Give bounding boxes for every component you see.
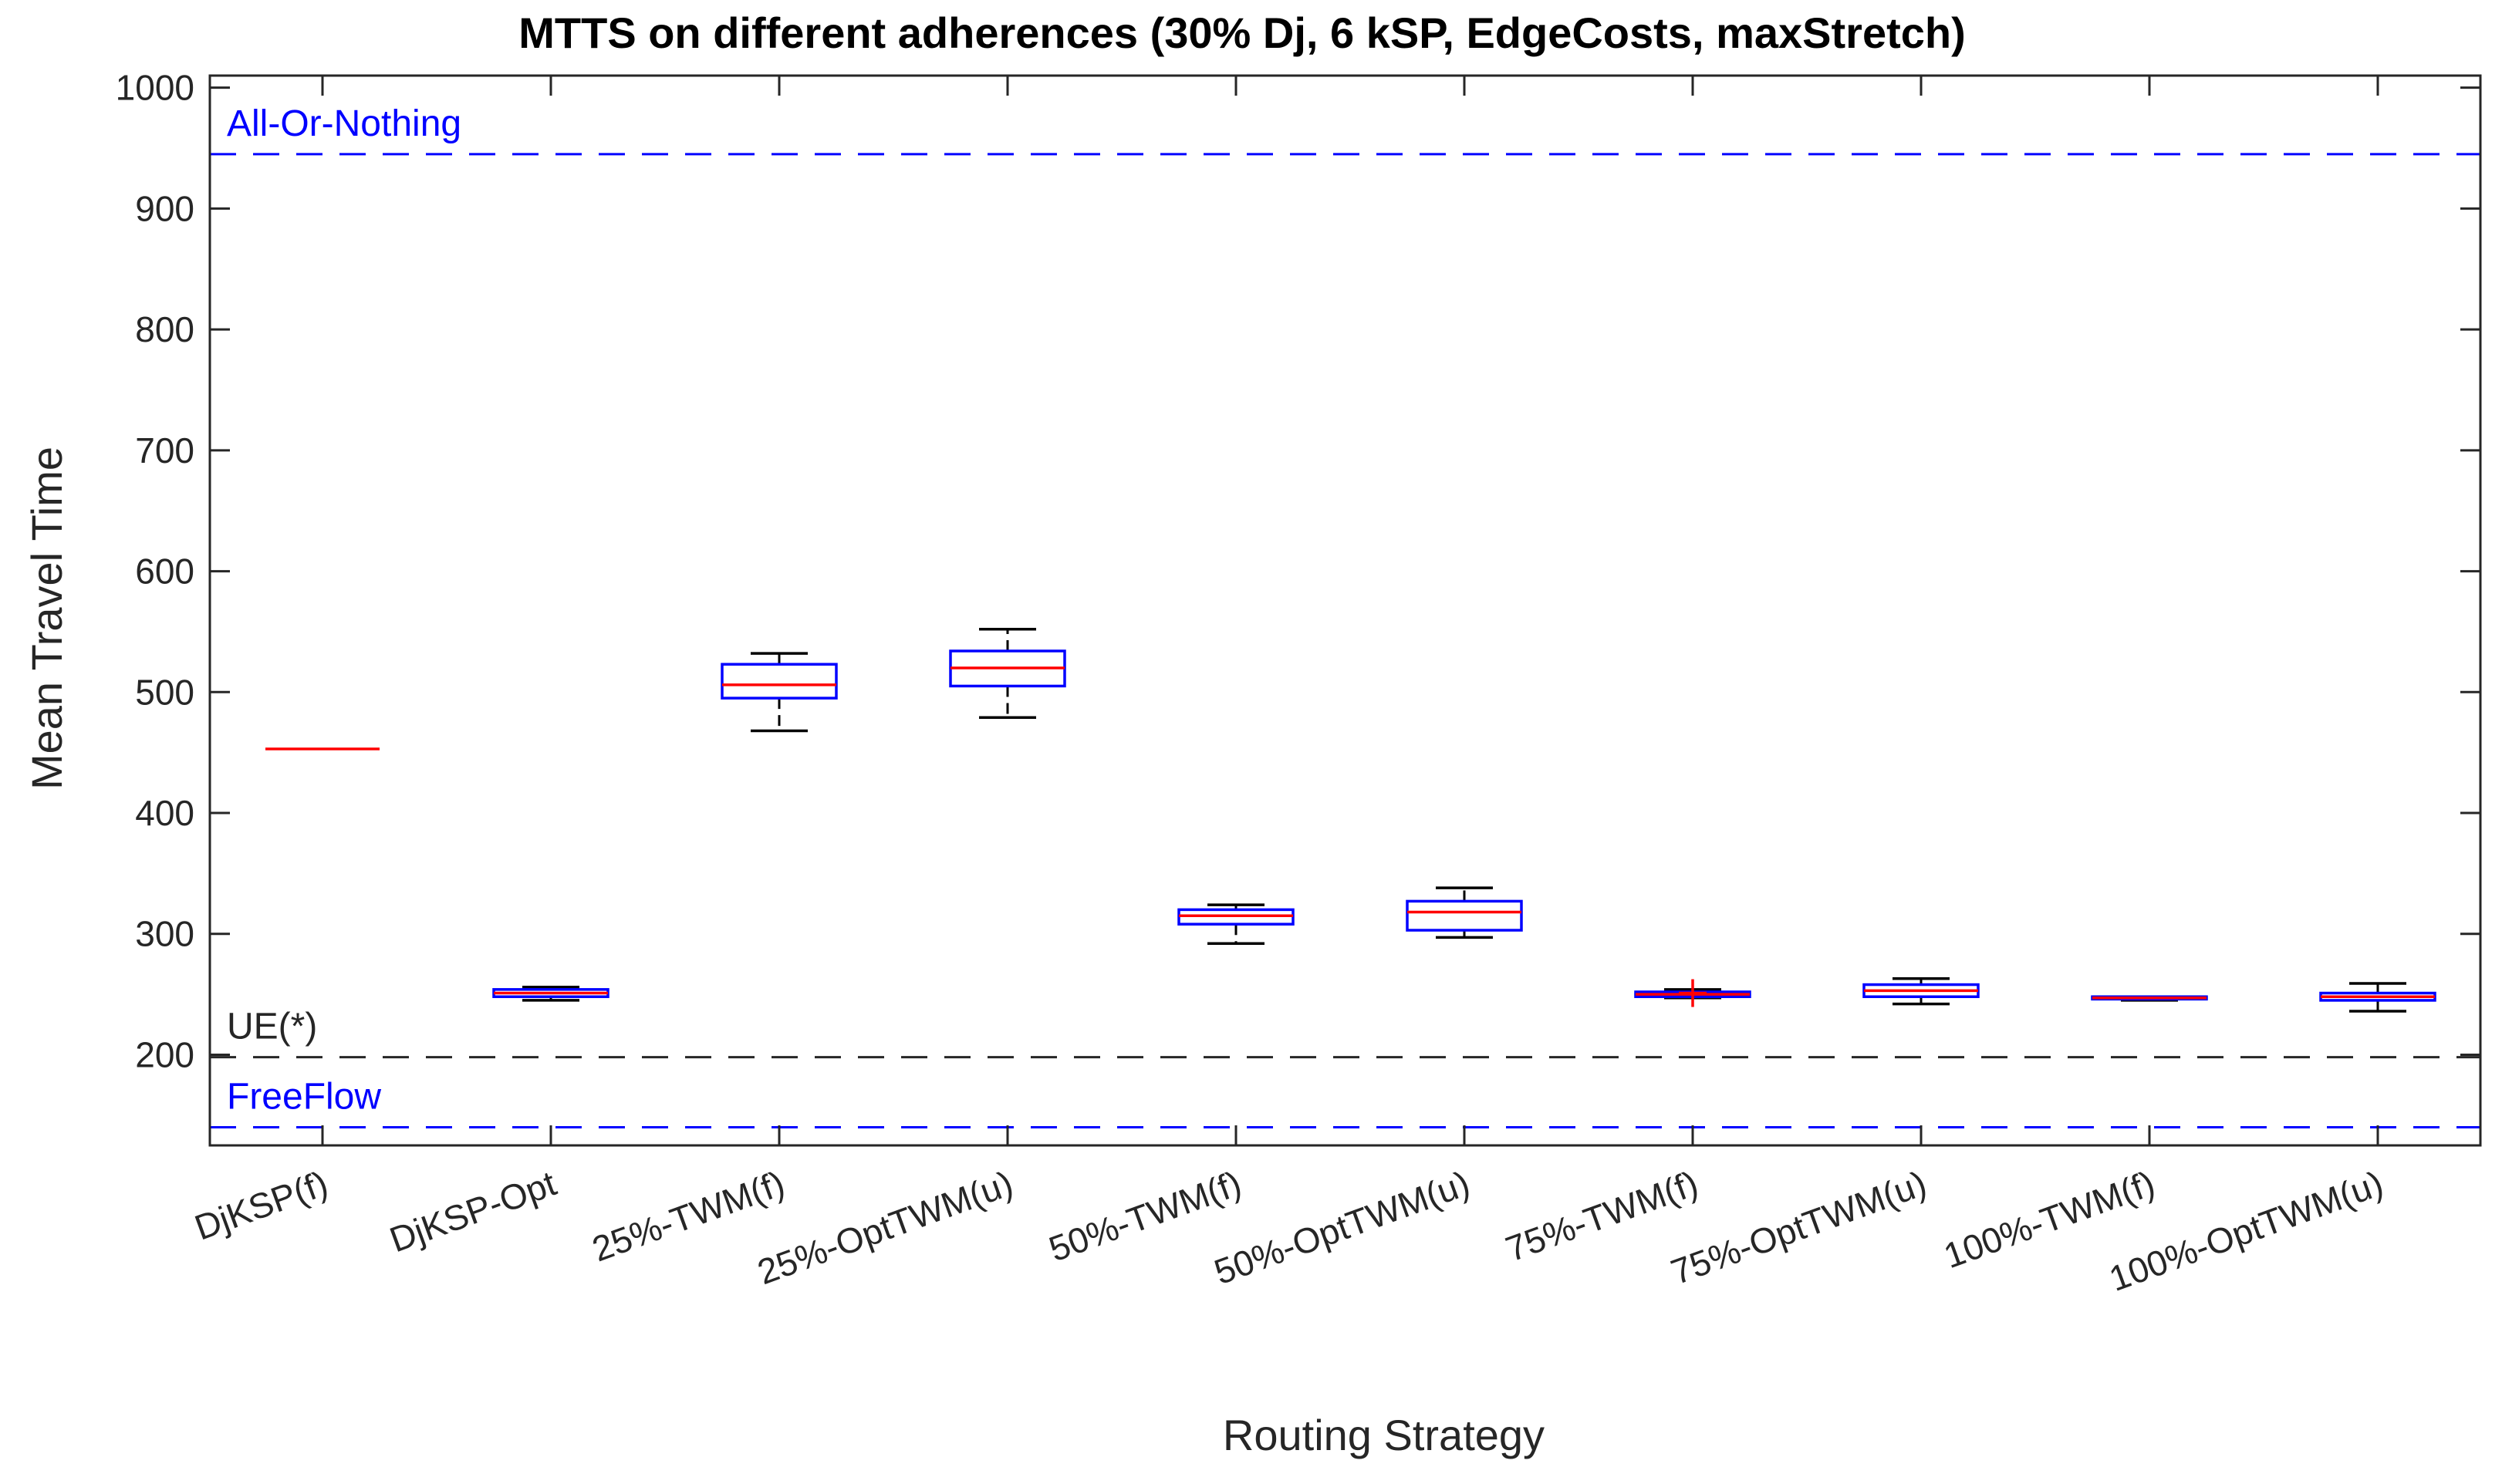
box-2 bbox=[492, 985, 609, 1002]
y-axis: 200 300 400 500 600 700 800 900 1000 bbox=[116, 68, 2480, 1074]
y-tick-label: 700 bbox=[135, 430, 194, 470]
x-tick-label: 25%-OptTWM(u) bbox=[752, 1163, 1018, 1293]
y-tick-label: 600 bbox=[135, 551, 194, 592]
reference-lines: All-Or-Nothing UE(*) FreeFlow bbox=[210, 103, 2480, 1128]
y-tick-label: 900 bbox=[135, 188, 194, 228]
x-axis-label: Routing Strategy bbox=[1223, 1411, 1545, 1459]
box-5 bbox=[1177, 903, 1295, 946]
box-6 bbox=[1406, 886, 1523, 939]
box-iqr bbox=[1406, 899, 1523, 932]
y-tick-label: 400 bbox=[135, 793, 194, 833]
reference-line-label: FreeFlow bbox=[227, 1076, 381, 1117]
chart-title: MTTS on different adherences (30% Dj, 6 … bbox=[518, 8, 1965, 57]
box-10 bbox=[2319, 982, 2436, 1013]
y-tick-label: 200 bbox=[135, 1034, 194, 1074]
boxes bbox=[265, 628, 2436, 1013]
reference-line-label: All-Or-Nothing bbox=[227, 103, 461, 144]
x-tick-label: 75%-OptTWM(u) bbox=[1666, 1163, 1931, 1293]
y-tick-label: 500 bbox=[135, 672, 194, 712]
x-tick-label: 50%-OptTWM(u) bbox=[1209, 1163, 1474, 1293]
y-tick-label: 1000 bbox=[116, 68, 194, 108]
axes-frame bbox=[208, 74, 2482, 1147]
box-7 bbox=[1634, 979, 1751, 1007]
x-tick-label: DjKSP(f) bbox=[190, 1163, 333, 1248]
y-tick-label: 800 bbox=[135, 309, 194, 349]
box-3 bbox=[721, 652, 838, 733]
y-axis-label: Mean Travel Time bbox=[22, 447, 71, 790]
x-axis: DjKSP(f) DjKSP-Opt 25%-TWM(f)25%-OptTWM(u)… bbox=[190, 76, 2388, 1299]
plot-area bbox=[208, 74, 2482, 1147]
box-8 bbox=[1862, 976, 1980, 1006]
box-iqr bbox=[721, 663, 838, 700]
y-tick-label: 300 bbox=[135, 914, 194, 954]
reference-line-label: UE(*) bbox=[227, 1007, 317, 1047]
box-9 bbox=[2091, 995, 2208, 1002]
box-4 bbox=[949, 628, 1066, 719]
x-tick-label: DjKSP-Opt bbox=[384, 1162, 561, 1260]
